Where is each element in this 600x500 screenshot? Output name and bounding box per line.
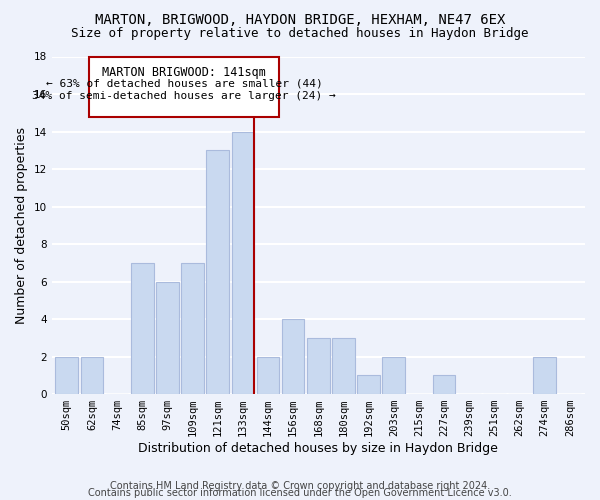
Bar — [80, 356, 103, 394]
FancyBboxPatch shape — [89, 56, 280, 116]
X-axis label: Distribution of detached houses by size in Haydon Bridge: Distribution of detached houses by size … — [139, 442, 498, 455]
Bar — [131, 263, 154, 394]
Text: MARTON, BRIGWOOD, HAYDON BRIDGE, HEXHAM, NE47 6EX: MARTON, BRIGWOOD, HAYDON BRIDGE, HEXHAM,… — [95, 12, 505, 26]
Bar — [533, 356, 556, 394]
Text: Contains public sector information licensed under the Open Government Licence v3: Contains public sector information licen… — [88, 488, 512, 498]
Bar — [156, 282, 179, 394]
Bar — [257, 356, 280, 394]
Text: 34% of semi-detached houses are larger (24) →: 34% of semi-detached houses are larger (… — [32, 91, 336, 101]
Y-axis label: Number of detached properties: Number of detached properties — [15, 127, 28, 324]
Bar — [55, 356, 78, 394]
Text: Size of property relative to detached houses in Haydon Bridge: Size of property relative to detached ho… — [71, 28, 529, 40]
Text: Contains HM Land Registry data © Crown copyright and database right 2024.: Contains HM Land Registry data © Crown c… — [110, 481, 490, 491]
Bar — [232, 132, 254, 394]
Text: ← 63% of detached houses are smaller (44): ← 63% of detached houses are smaller (44… — [46, 78, 323, 88]
Bar — [206, 150, 229, 394]
Text: MARTON BRIGWOOD: 141sqm: MARTON BRIGWOOD: 141sqm — [103, 66, 266, 79]
Bar — [332, 338, 355, 394]
Bar — [358, 376, 380, 394]
Bar — [433, 376, 455, 394]
Bar — [282, 319, 304, 394]
Bar — [181, 263, 204, 394]
Bar — [382, 356, 405, 394]
Bar — [307, 338, 329, 394]
